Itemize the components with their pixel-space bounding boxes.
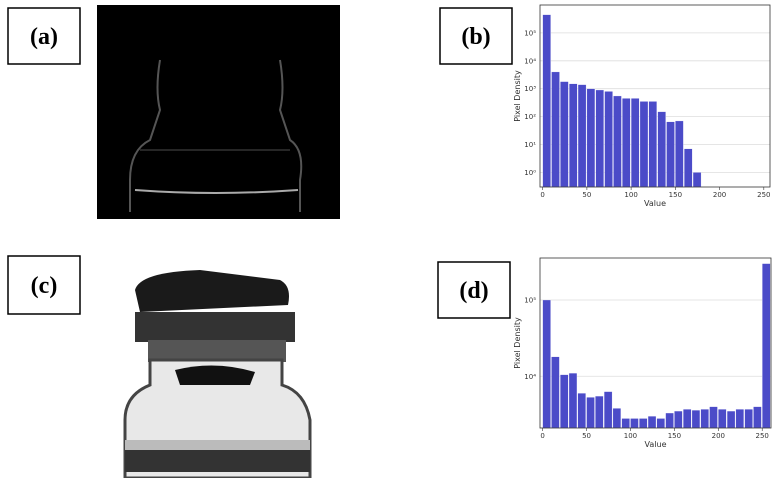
x-tick-label: 50 bbox=[582, 191, 591, 199]
bar bbox=[621, 418, 630, 429]
axes-frame bbox=[539, 257, 772, 429]
y-axis-label: Pixel Density bbox=[513, 317, 522, 369]
bar bbox=[568, 372, 578, 429]
x-tick-label: 150 bbox=[668, 432, 681, 440]
y-tick-label: 10¹ bbox=[524, 141, 536, 149]
x-tick-label: 150 bbox=[669, 191, 682, 199]
bar bbox=[577, 393, 586, 429]
bar bbox=[542, 14, 551, 188]
x-tick-label: 0 bbox=[540, 432, 544, 440]
bar bbox=[622, 98, 631, 188]
y-axis-label: Pixel Density bbox=[513, 70, 522, 122]
bar bbox=[665, 412, 674, 429]
bar bbox=[675, 120, 684, 188]
bar bbox=[691, 409, 701, 429]
bar bbox=[753, 406, 762, 429]
panel-label: (d) bbox=[459, 278, 488, 304]
x-tick-label: 200 bbox=[713, 191, 726, 199]
bar bbox=[613, 95, 622, 188]
y-tick-label: 10⁵ bbox=[524, 296, 536, 304]
bar bbox=[551, 356, 560, 429]
bar bbox=[586, 397, 595, 429]
bar bbox=[648, 101, 658, 188]
image-a bbox=[97, 5, 340, 219]
x-tick-label: 100 bbox=[624, 191, 637, 199]
x-axis-label: Value bbox=[645, 440, 667, 449]
bar bbox=[560, 81, 569, 188]
panel-label: (a) bbox=[30, 24, 58, 50]
bar bbox=[551, 71, 560, 188]
bar bbox=[726, 410, 736, 429]
bar bbox=[612, 408, 622, 429]
bar bbox=[657, 111, 666, 188]
bar bbox=[630, 98, 640, 188]
image-c bbox=[120, 270, 315, 480]
bar bbox=[744, 409, 753, 429]
bar bbox=[603, 391, 613, 429]
axes-frame bbox=[539, 4, 771, 188]
x-tick-label: 200 bbox=[712, 432, 725, 440]
x-tick-label: 100 bbox=[624, 432, 637, 440]
bar bbox=[666, 121, 675, 188]
x-tick-label: 0 bbox=[540, 191, 544, 199]
panel-label: (c) bbox=[31, 273, 58, 299]
y-tick-label: 10⁵ bbox=[524, 29, 536, 37]
bar bbox=[586, 88, 596, 188]
bar bbox=[674, 410, 683, 429]
bar bbox=[569, 83, 578, 188]
x-tick-label: 250 bbox=[756, 432, 769, 440]
bar bbox=[692, 172, 702, 188]
bar bbox=[700, 409, 709, 429]
bar bbox=[639, 418, 648, 429]
panel-labels: (a) (b) (c) (d) bbox=[7, 7, 513, 319]
bar bbox=[683, 409, 692, 429]
bar bbox=[595, 395, 604, 429]
y-tick-label: 10³ bbox=[524, 85, 536, 93]
y-tick-label: 10⁰ bbox=[524, 169, 536, 177]
bar bbox=[630, 418, 639, 429]
bar bbox=[604, 91, 613, 188]
bar bbox=[647, 416, 657, 429]
bar bbox=[735, 409, 745, 429]
bar bbox=[762, 263, 771, 429]
bar bbox=[684, 148, 693, 188]
bar bbox=[542, 299, 551, 429]
bar bbox=[595, 89, 604, 188]
bar bbox=[656, 418, 665, 429]
panel-label: (b) bbox=[461, 24, 490, 50]
bar bbox=[718, 409, 727, 429]
y-tick-label: 10² bbox=[524, 113, 536, 121]
bar bbox=[709, 406, 718, 429]
y-tick-label: 10⁴ bbox=[524, 373, 536, 381]
y-tick-label: 10⁴ bbox=[524, 57, 536, 65]
bar bbox=[577, 84, 587, 188]
x-axis-label: Value bbox=[644, 199, 666, 208]
bar bbox=[560, 374, 569, 429]
x-tick-label: 50 bbox=[582, 432, 591, 440]
x-tick-label: 250 bbox=[757, 191, 770, 199]
bar bbox=[639, 101, 649, 188]
